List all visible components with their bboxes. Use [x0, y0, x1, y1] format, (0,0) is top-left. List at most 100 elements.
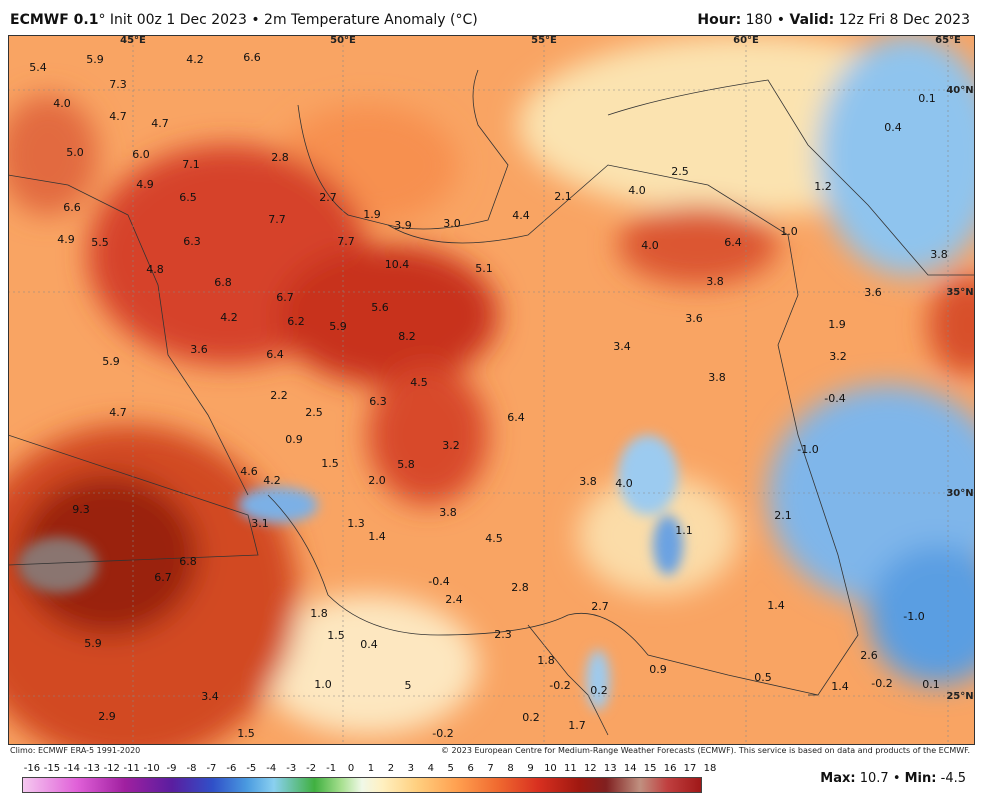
anomaly-label: 6.5: [179, 191, 197, 204]
anomaly-label: -0.4: [428, 575, 449, 588]
anomaly-label: 0.4: [884, 121, 902, 134]
lon-label: 45°E: [120, 35, 146, 46]
anomaly-label: 7.1: [182, 158, 200, 171]
borders: [8, 69, 975, 736]
anomaly-label: 2.4: [445, 593, 463, 606]
lon-label: 50°E: [330, 35, 356, 46]
colorbar-tick-label: -8: [186, 763, 197, 774]
anomaly-label: 4.9: [136, 178, 154, 191]
colorbar-tick-label: -4: [266, 763, 277, 774]
anomaly-label: 4.5: [410, 376, 428, 389]
anomaly-label: -0.4: [824, 392, 845, 405]
lat-label: 30°N: [946, 488, 973, 499]
min: -4.5: [940, 771, 966, 786]
lat-label: 35°N: [946, 287, 973, 298]
anomaly-label: 2.7: [319, 191, 337, 204]
colorbar-tick-label: 7: [487, 763, 494, 774]
anomaly-label: 2.7: [591, 600, 609, 613]
colorbar-tick-label: -15: [43, 763, 61, 774]
anomaly-label: -0.2: [549, 679, 570, 692]
colorbar-tick-label: 9: [527, 763, 534, 774]
anomaly-label: 5.5: [91, 236, 109, 249]
colorbar-ticks: -16 -15 -14 -13 -12 -11 -10 -9 -8 -7 -6 -5 -4 -3 -2 -1 0…: [22, 763, 717, 775]
anomaly-label: 4.0: [615, 477, 633, 490]
anomaly-label: 1.3: [347, 517, 365, 530]
climo-note: Climo: ECMWF ERA-5 1991-2020: [10, 746, 141, 755]
anomaly-label: 2.1: [554, 190, 572, 203]
anomaly-label: 4.0: [53, 97, 71, 110]
anomaly-label: 2.8: [271, 151, 289, 164]
anomaly-label: 4.7: [109, 406, 127, 419]
colorbar-tick-label: 8: [507, 763, 514, 774]
anomaly-label: 6.4: [507, 411, 525, 424]
anomaly-label: 6.8: [179, 555, 197, 568]
anomaly-label: 0.9: [285, 433, 303, 446]
anomaly-label: -1.0: [797, 443, 818, 456]
map-frame: [8, 35, 975, 745]
anomaly-label: 1.5: [327, 629, 345, 642]
anomaly-label: 1.0: [780, 225, 798, 238]
colorbar-tick-label: -2: [306, 763, 317, 774]
anomaly-label: 1.8: [310, 607, 328, 620]
anomaly-label: 2.3: [494, 628, 512, 641]
header-valid: Hour: 180 • Valid: 12z Fri 8 Dec 2023: [697, 12, 970, 28]
colorbar-tick-label: -9: [166, 763, 177, 774]
colorbar-tick-label: 16: [663, 763, 677, 774]
colorbar-tick-label: 13: [603, 763, 617, 774]
anomaly-label: 4.5: [485, 532, 503, 545]
colorbar-tick-label: -7: [206, 763, 217, 774]
anomaly-label: 3.6: [864, 286, 882, 299]
max-label: Max:: [820, 771, 856, 786]
anomaly-label: 3.8: [439, 506, 457, 519]
anomaly-label: 2.2: [270, 389, 288, 402]
anomaly-label: 1.4: [368, 530, 386, 543]
colorbar-tick-label: -6: [226, 763, 237, 774]
anomaly-label: 4.2: [263, 474, 281, 487]
anomaly-label: 0.2: [590, 684, 608, 697]
anomaly-label: 1.7: [568, 719, 586, 732]
anomaly-label: 5.6: [371, 301, 389, 314]
colorbar-tick-label: -16: [23, 763, 41, 774]
anomaly-label: -0.2: [871, 677, 892, 690]
colorbar-tick-label: 3: [407, 763, 415, 774]
colorbar-tick-label: 1: [367, 763, 375, 774]
colorbar-tick-label: 10: [544, 763, 557, 774]
colorbar-tick-label: -10: [143, 763, 160, 774]
colorbar-tick-label: -13: [83, 763, 100, 774]
anomaly-label: 1.5: [237, 727, 255, 740]
anomaly-label: 1.5: [321, 457, 339, 470]
colorbar-tick-label: 17: [683, 763, 697, 774]
anomaly-label: 3.6: [685, 312, 703, 325]
max: 10.7: [859, 771, 889, 786]
anomaly-label: 5.0: [66, 146, 84, 159]
anomaly-label: 3.2: [829, 350, 847, 363]
anomaly-label: 4.4: [512, 209, 530, 222]
anomaly-label: 5.9: [84, 637, 102, 650]
lon-label: 65°E: [935, 35, 961, 46]
anomaly-label: 3.6: [190, 343, 208, 356]
anomaly-field: [8, 35, 975, 745]
anomaly-label: 6.0: [132, 148, 150, 161]
colorbar-tick-label: -1: [326, 763, 337, 774]
anomaly-label: 5.4: [29, 61, 47, 74]
anomaly-label: 2.8: [511, 581, 529, 594]
anomaly-label: 6.4: [266, 348, 284, 361]
colorbar-tick-label: 14: [623, 763, 637, 774]
anomaly-label: 4.2: [186, 53, 204, 66]
anomaly-label: 7.3: [109, 78, 127, 91]
colorbar-tick-label: 18: [703, 763, 717, 774]
anomaly-label: 1.4: [831, 680, 849, 693]
colorbar-tick-label: 12: [583, 763, 597, 774]
anomaly-label: 6.3: [183, 235, 201, 248]
anomaly-label: 0.2: [522, 711, 540, 724]
colorbar-tick-label: -5: [246, 763, 257, 774]
colorbar-tick-label: -11: [123, 763, 140, 774]
min-label: Min:: [904, 771, 937, 786]
anomaly-label: 5.8: [397, 458, 415, 471]
anomaly-label: 6.3: [369, 395, 387, 408]
anomaly-label: 3.4: [613, 340, 631, 353]
anomaly-label: 5: [405, 679, 412, 692]
anomaly-label: 0.1: [918, 92, 936, 105]
anomaly-label: 0.5: [754, 671, 772, 684]
anomaly-label: 1.9: [828, 318, 846, 331]
